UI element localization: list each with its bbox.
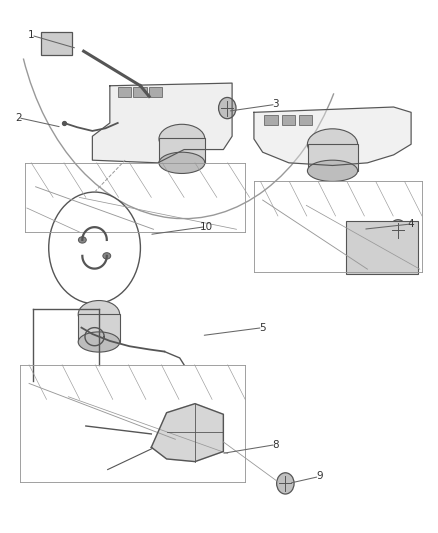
FancyBboxPatch shape [265,115,278,125]
Text: 8: 8 [272,440,279,450]
FancyBboxPatch shape [282,115,295,125]
Ellipse shape [159,152,205,173]
FancyBboxPatch shape [118,87,131,97]
Text: 3: 3 [272,99,279,109]
Ellipse shape [78,301,120,328]
Text: 10: 10 [199,222,212,232]
Circle shape [49,192,141,304]
Ellipse shape [307,129,357,160]
Bar [78,314,120,342]
Ellipse shape [103,253,111,259]
Text: 9: 9 [316,472,323,481]
Ellipse shape [307,160,357,181]
Ellipse shape [78,237,86,243]
Text: 2: 2 [15,112,21,123]
Polygon shape [92,83,232,163]
Circle shape [277,473,294,494]
Bar [159,138,205,163]
Polygon shape [151,403,223,462]
FancyBboxPatch shape [41,32,72,55]
FancyBboxPatch shape [299,115,312,125]
Ellipse shape [159,124,205,154]
FancyBboxPatch shape [134,87,147,97]
Bar [307,144,358,171]
FancyBboxPatch shape [149,87,162,97]
Text: 1: 1 [28,30,35,41]
Circle shape [389,220,407,241]
FancyBboxPatch shape [346,221,418,274]
Circle shape [219,98,236,119]
Text: 5: 5 [259,322,266,333]
Polygon shape [254,107,411,165]
Text: 4: 4 [408,219,414,229]
Ellipse shape [78,332,120,352]
